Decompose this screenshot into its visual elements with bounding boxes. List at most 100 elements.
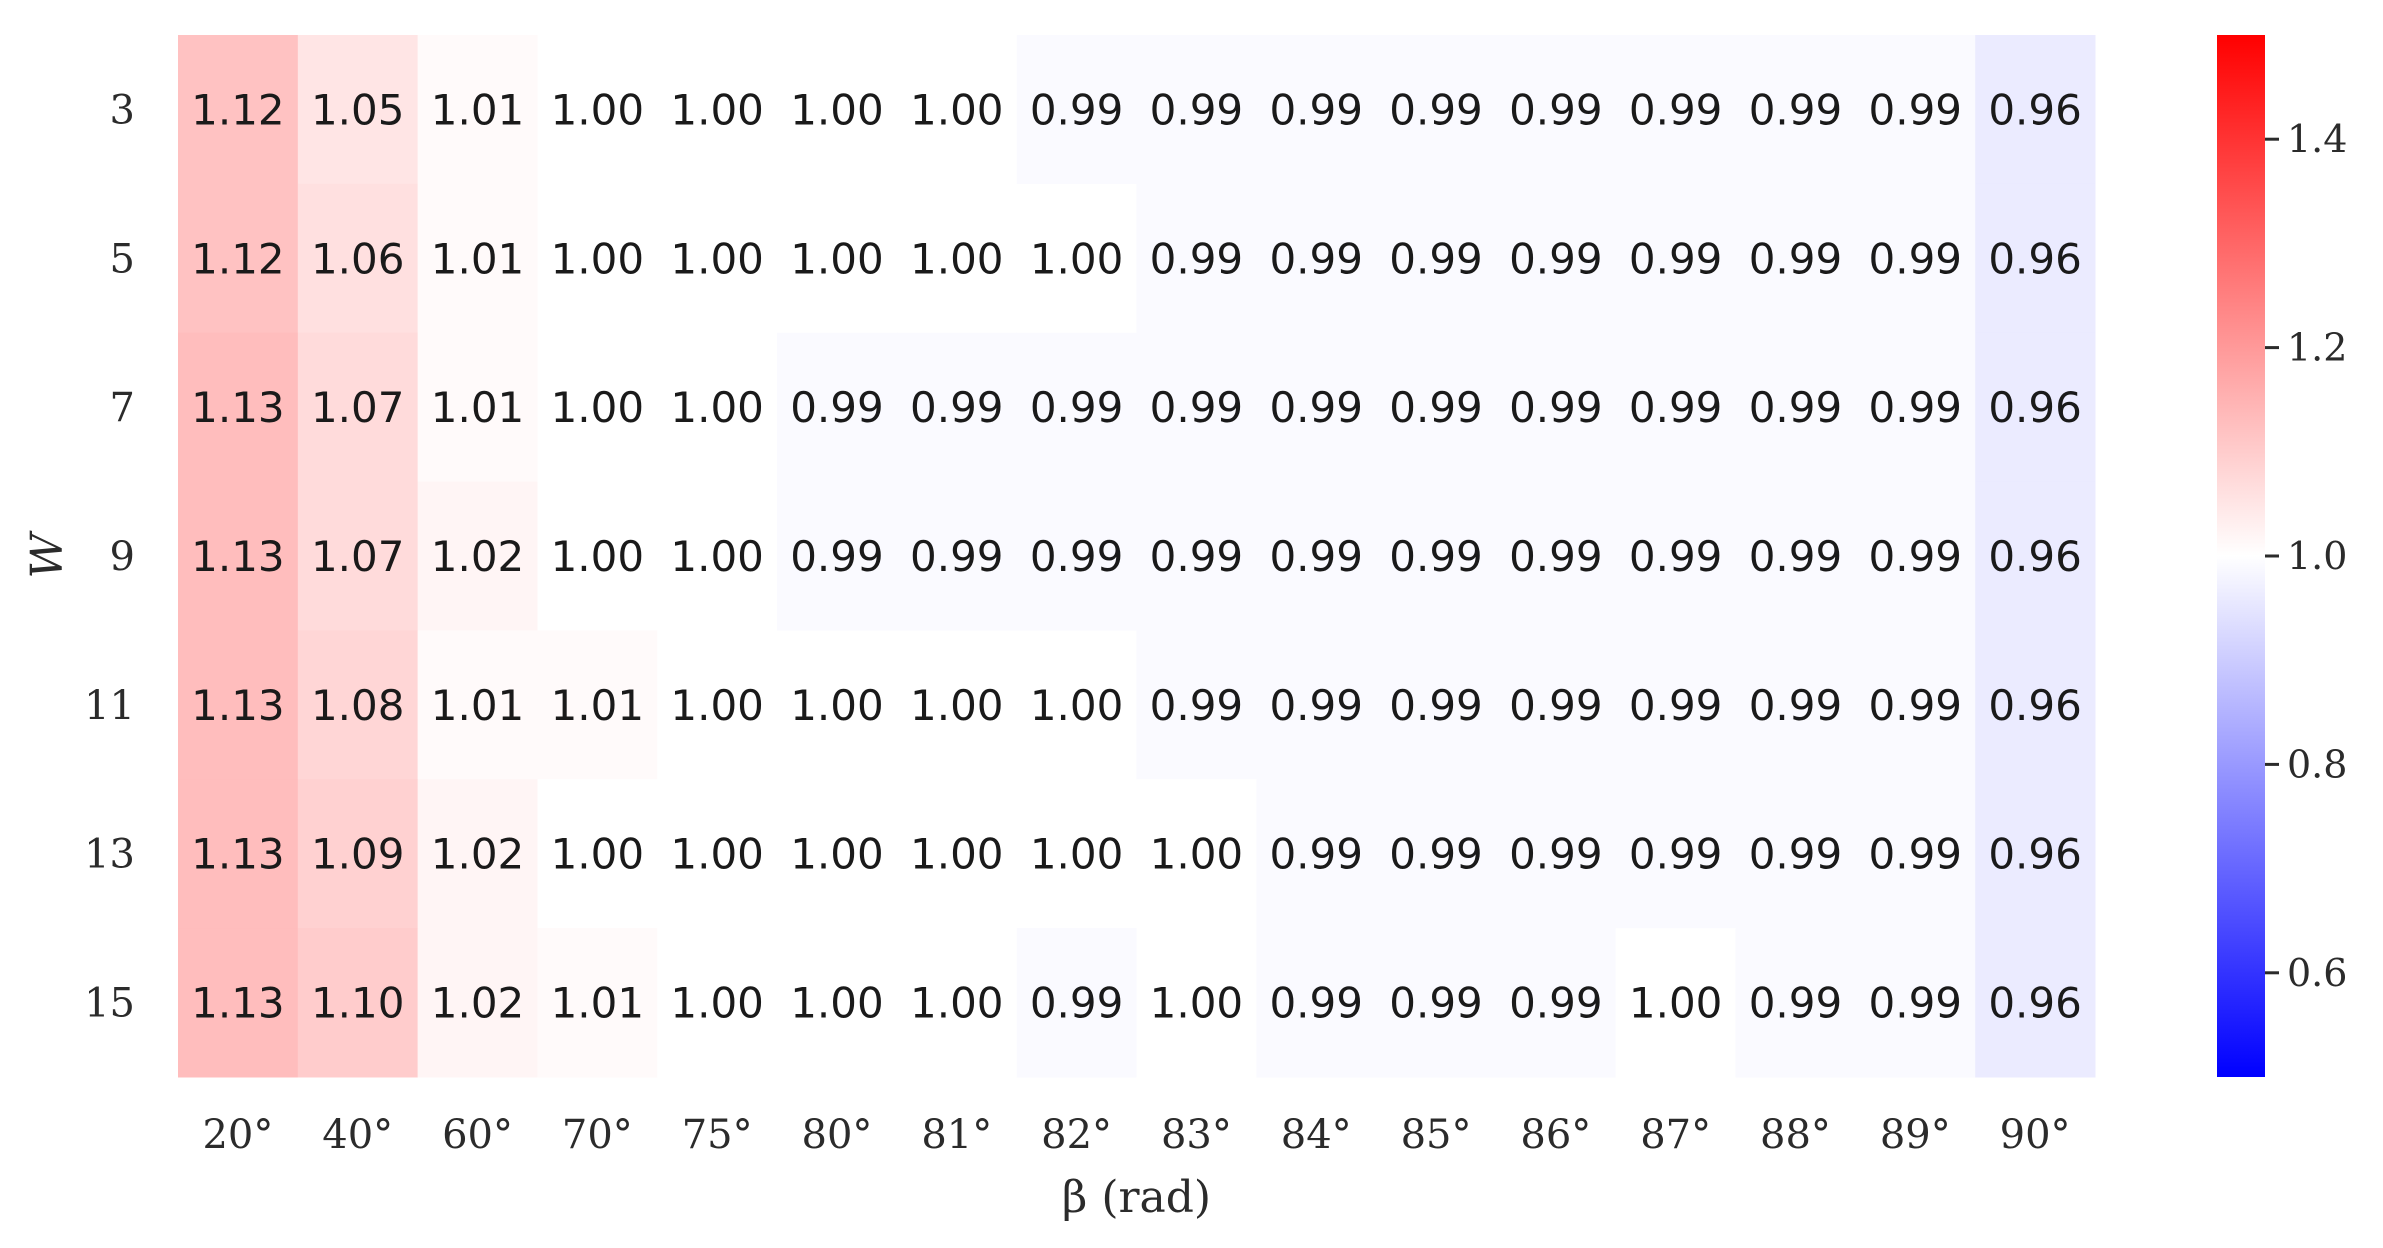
- heatmap-cell: [657, 779, 778, 929]
- cell-value-label: 0.99: [1269, 979, 1363, 1028]
- y-tick-label: 15: [84, 981, 135, 1027]
- colorbar-gradient: [2217, 35, 2265, 1077]
- heatmap-cell: [777, 779, 898, 929]
- cell-value-label: 1.00: [910, 85, 1004, 134]
- heatmap-cell: [896, 779, 1018, 929]
- cell-value-label: 1.00: [910, 234, 1004, 283]
- cell-value-label: 0.99: [1509, 85, 1603, 134]
- cell-value-label: 1.00: [910, 979, 1004, 1028]
- heatmap-cell-labels: 1.12 1.05 1.01 1.00 1.00 1.00 1.00 0.99 0.99 0.99…: [191, 85, 2082, 1027]
- heatmap-cell: [297, 481, 419, 631]
- cell-value-label: 0.99: [1150, 681, 1244, 730]
- cell-value-label: 0.99: [1389, 85, 1483, 134]
- heatmap-cell: [1855, 35, 1976, 185]
- cell-value-label: 1.12: [191, 85, 285, 134]
- heatmap-cell: [178, 928, 299, 1078]
- heatmap-cell: [297, 332, 419, 483]
- heatmap-cell: [417, 481, 538, 631]
- x-tick-label: 90°: [2000, 1112, 2071, 1158]
- cell-value-label: 0.99: [1269, 383, 1363, 432]
- x-tick-label: 75°: [682, 1112, 753, 1158]
- cell-value-label: 0.99: [1749, 85, 1843, 134]
- heatmap-cell: [1975, 481, 2096, 631]
- cell-value-label: 1.07: [311, 383, 405, 432]
- cell-value-label: 1.06: [311, 234, 405, 283]
- cell-value-label: 1.00: [910, 681, 1004, 730]
- cell-value-label: 0.99: [1509, 383, 1603, 432]
- heatmap-cell: [1495, 183, 1617, 334]
- heatmap-cell: [1735, 481, 1856, 631]
- heatmap-cell: [1136, 332, 1257, 483]
- heatmap-cell: [297, 928, 419, 1078]
- x-tick-label: 20°: [202, 1112, 273, 1158]
- cell-value-label: 1.00: [790, 681, 884, 730]
- cell-value-label: 1.00: [1030, 234, 1124, 283]
- cell-value-label: 0.99: [1389, 383, 1483, 432]
- heatmap-cell: [1735, 630, 1856, 780]
- heatmap-cell: [777, 928, 898, 1078]
- heatmap-cell: [1256, 630, 1377, 780]
- x-tick-label: 84°: [1281, 1112, 1352, 1158]
- heatmap-cell: [1735, 779, 1856, 929]
- cell-value-label: 1.00: [1030, 681, 1124, 730]
- cell-value-label: 1.12: [191, 234, 285, 283]
- x-tick-label: 83°: [1161, 1112, 1232, 1158]
- heatmap-cell: [657, 35, 778, 185]
- cell-value-label: 1.02: [431, 979, 525, 1028]
- heatmap-cell: [417, 332, 538, 483]
- heatmap-cell: [297, 630, 419, 780]
- heatmap-cell: [1855, 332, 1976, 483]
- heatmap-cell: [1855, 630, 1976, 780]
- cell-value-label: 1.00: [551, 85, 645, 134]
- y-axis-ticks: 3 5 7 9 11 13 15: [84, 87, 135, 1026]
- heatmap-cell: [1016, 183, 1137, 334]
- heatmap-cell: [777, 630, 898, 780]
- cell-value-label: 1.00: [551, 830, 645, 879]
- cell-value-label: 0.99: [1030, 979, 1124, 1028]
- cell-value-label: 1.00: [551, 383, 645, 432]
- heatmap-cell: [178, 332, 299, 483]
- cell-value-label: 1.00: [1150, 979, 1244, 1028]
- cell-value-label: 0.99: [1869, 234, 1963, 283]
- colorbar: 0.6 0.8 1.0 1.2 1.4: [2217, 35, 2347, 1077]
- cell-value-label: 0.99: [1030, 383, 1124, 432]
- heatmap-cell: [1615, 35, 1737, 185]
- heatmap-cell: [1975, 183, 2096, 334]
- cell-value-label: 0.96: [1988, 234, 2082, 283]
- heatmap-cell: [178, 183, 299, 334]
- cell-value-label: 0.99: [1509, 532, 1603, 581]
- cell-value-label: 0.99: [790, 383, 884, 432]
- x-tick-label: 80°: [802, 1112, 873, 1158]
- cell-value-label: 1.00: [670, 979, 764, 1028]
- x-tick-label: 88°: [1760, 1112, 1831, 1158]
- heatmap-cell: [1855, 183, 1976, 334]
- cell-value-label: 0.99: [1869, 681, 1963, 730]
- x-tick-label: 89°: [1880, 1112, 1951, 1158]
- heatmap-cell: [1136, 779, 1257, 929]
- y-tick-label: 5: [110, 236, 135, 282]
- heatmap-cell: [1016, 928, 1137, 1078]
- heatmap-cell: [1975, 35, 2096, 185]
- heatmap-cell: [417, 630, 538, 780]
- x-tick-label: 82°: [1041, 1112, 1112, 1158]
- heatmap-cell: [1376, 630, 1497, 780]
- y-axis-label: W: [22, 530, 73, 579]
- colorbar-tick-label: 1.0: [2287, 534, 2347, 578]
- cell-value-label: 0.99: [1869, 979, 1963, 1028]
- cell-value-label: 1.02: [431, 532, 525, 581]
- x-tick-label: 87°: [1640, 1112, 1711, 1158]
- heatmap-cell: [1136, 630, 1257, 780]
- cell-value-label: 1.01: [431, 681, 525, 730]
- cell-value-label: 1.09: [311, 830, 405, 879]
- heatmap-cell: [777, 35, 898, 185]
- cell-value-label: 0.99: [1269, 532, 1363, 581]
- x-tick-label: 85°: [1401, 1112, 1472, 1158]
- heatmap-cell: [417, 183, 538, 334]
- cell-value-label: 1.13: [191, 830, 285, 879]
- cell-value-label: 0.99: [1269, 681, 1363, 730]
- cell-value-label: 0.96: [1988, 830, 2082, 879]
- cell-value-label: 0.96: [1988, 979, 2082, 1028]
- heatmap-cell: [1376, 35, 1497, 185]
- heatmap-cell: [537, 481, 658, 631]
- heatmap-cell: [1975, 779, 2096, 929]
